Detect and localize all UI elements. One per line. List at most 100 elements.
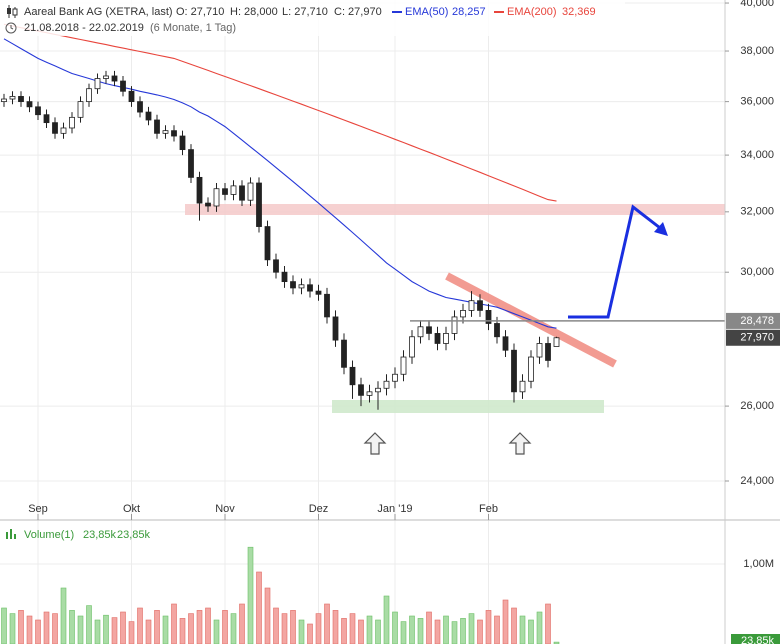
x-tick-label: Dez [309, 503, 329, 515]
candle-body [477, 300, 483, 311]
candle-body [35, 106, 41, 116]
candle-body [196, 176, 203, 204]
candle-body [1, 98, 7, 103]
volume-bar [230, 613, 237, 644]
y-tick-label: 38,000 [740, 45, 774, 57]
clock-hands [10, 25, 14, 30]
level-badge [726, 312, 780, 329]
candle-body [230, 185, 237, 195]
candle-body [137, 101, 143, 113]
volume-bar [128, 621, 135, 644]
volume-bar [162, 615, 169, 644]
candle-body [171, 130, 177, 137]
volume-bar [434, 619, 441, 644]
candle-body [375, 387, 381, 393]
up-arrow [508, 432, 532, 455]
volume-bar [18, 610, 24, 644]
candle-body [145, 111, 152, 121]
volume-bar [256, 571, 262, 644]
resistance-band [185, 204, 725, 215]
candle-body [358, 384, 364, 396]
candle-body [443, 333, 449, 344]
volume-tick-label: 1,00M [743, 558, 774, 570]
projection-arrow [568, 204, 665, 319]
candle-body [324, 293, 330, 318]
candle-body [528, 356, 534, 382]
legend-value: 28,257 [452, 6, 486, 18]
candle-body [26, 101, 33, 108]
volume-bar [35, 619, 41, 644]
volume-badge [731, 634, 780, 644]
candle-body [451, 316, 458, 334]
candle-body [468, 300, 475, 311]
volume-bar [239, 603, 245, 644]
candle-body [239, 185, 245, 201]
volume-bar [307, 623, 313, 644]
volume-bar [477, 619, 483, 644]
candle-body [111, 75, 118, 82]
volume-value: 23,85k [117, 529, 151, 541]
volume-bar [60, 587, 67, 644]
ohlc-high: H: 28,000 [230, 6, 278, 18]
candle-body [545, 343, 551, 361]
up-arrow [363, 432, 387, 455]
header: Aareal Bank AG (XETRA, last) O: 27,710 H… [0, 0, 625, 36]
legend-entry: EMA(50) [405, 6, 448, 18]
volume-bar [502, 599, 509, 644]
volume-bar [511, 607, 517, 644]
volume-bar [94, 619, 101, 644]
candle-body [426, 326, 432, 334]
x-tick-label: Okt [123, 503, 140, 515]
volume-bar [460, 618, 466, 644]
volume-bar [111, 617, 118, 644]
ohlc-low: L: 27,710 [282, 6, 328, 18]
volume-bar [494, 615, 500, 644]
volume-bar [341, 618, 347, 644]
volume-bar [188, 613, 194, 644]
legend-value: 32,369 [562, 6, 596, 18]
level-label: 27,970 [740, 332, 774, 344]
volume-bar [536, 611, 543, 644]
candle-body [307, 284, 313, 292]
candle-body [553, 337, 560, 347]
volume-bar [120, 611, 126, 644]
volume-bar [9, 613, 16, 644]
candle-body [9, 96, 16, 100]
x-tick-label: Feb [479, 503, 498, 515]
volume-bar [358, 619, 364, 644]
candle-body [392, 373, 398, 382]
volume-bar [26, 615, 33, 644]
volume-bar [69, 610, 75, 644]
volume-bar [417, 618, 424, 644]
volume-bar [349, 613, 356, 644]
date-range: 21.08.2018 - 22.02.2019 [24, 22, 144, 34]
volume-bar [375, 619, 381, 644]
candle-body [43, 114, 50, 124]
volume-bar [400, 621, 407, 644]
candle-body [52, 122, 58, 134]
volume-bar [103, 614, 109, 644]
candle-body [366, 391, 373, 396]
level-label: 28,478 [740, 315, 774, 327]
candle-body [502, 336, 509, 351]
candle-body [536, 343, 543, 358]
volume-bar [86, 605, 92, 644]
volume-bar [290, 610, 296, 644]
volume-bar [366, 615, 373, 644]
candle-body [60, 127, 67, 134]
clock-icon [5, 22, 17, 34]
candle-body [332, 316, 339, 341]
volume-badge-label: 23,85k [741, 635, 775, 644]
title: Aareal Bank AG (XETRA, last) [24, 6, 173, 18]
candle-body [485, 310, 492, 324]
volume-bar [52, 613, 58, 644]
candle-body [494, 323, 500, 338]
volume-bar [154, 610, 160, 644]
candle-body [18, 96, 24, 103]
y-tick-label: 36,000 [740, 96, 774, 108]
volume-bar [545, 603, 551, 644]
volume-bar [145, 619, 152, 644]
legend-entry: EMA(200) [507, 6, 557, 18]
candle-body [213, 188, 220, 207]
